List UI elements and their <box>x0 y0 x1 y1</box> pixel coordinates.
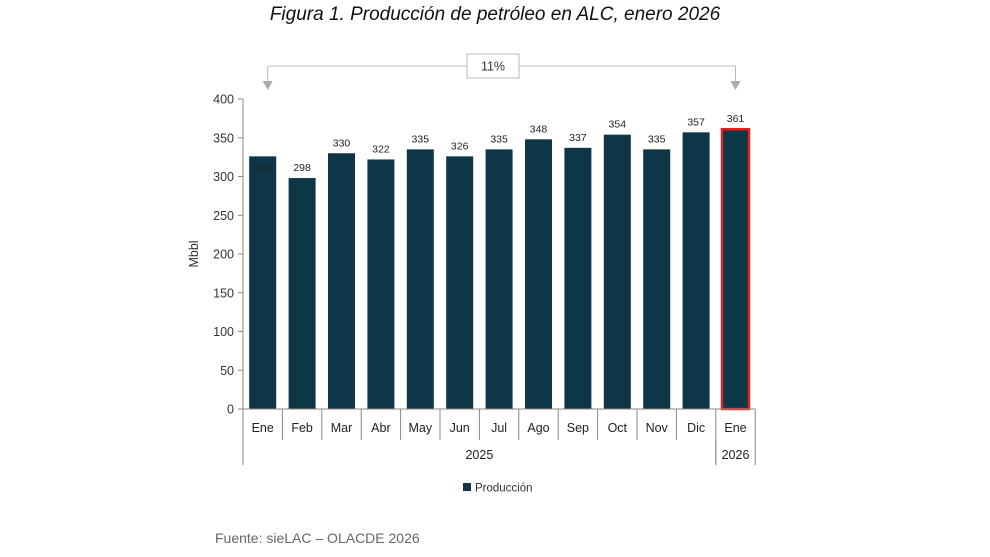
bar <box>603 134 631 409</box>
chart-title: Figura 1. Producción de petróleo en ALC,… <box>269 4 721 25</box>
y-tick-label: 150 <box>213 286 234 300</box>
y-tick-label: 200 <box>213 248 234 262</box>
x-tick-label: Jul <box>491 421 507 435</box>
data-label: 337 <box>569 132 587 144</box>
data-label: 298 <box>293 162 311 174</box>
bar <box>446 156 474 409</box>
bar <box>564 147 592 409</box>
bar <box>288 178 316 409</box>
y-tick-label: 100 <box>213 325 234 339</box>
data-label: 348 <box>530 123 548 135</box>
data-label: 361 <box>727 113 745 125</box>
x-tick-label: Feb <box>291 421 313 435</box>
y-tick-label: 350 <box>213 131 234 145</box>
bar <box>328 153 355 409</box>
bar <box>485 149 513 409</box>
data-label: 335 <box>648 133 666 145</box>
x-tick-label: Ago <box>527 421 549 435</box>
bar <box>643 149 671 409</box>
y-tick-label: 400 <box>213 93 234 107</box>
bar <box>367 159 395 409</box>
legend-label: Producción <box>475 483 533 495</box>
data-label: 354 <box>609 119 627 131</box>
y-tick-label: 250 <box>213 209 234 223</box>
annotation-arrow-right <box>730 81 741 90</box>
y-tick-label: 50 <box>220 364 234 378</box>
annotation-arrow-left <box>262 81 273 90</box>
x-tick-label: Nov <box>646 421 669 435</box>
bar <box>682 132 710 409</box>
x-tick-label: Jun <box>450 421 470 435</box>
annotation-text: 11% <box>481 60 505 74</box>
year-group-label: 2025 <box>465 448 493 462</box>
x-tick-label: Abr <box>371 421 390 435</box>
x-tick-label: Ene <box>724 421 746 435</box>
x-tick-label: Oct <box>608 421 628 435</box>
data-label: 335 <box>490 133 508 145</box>
data-label: 357 <box>687 116 705 128</box>
x-tick-label: Mar <box>331 421 353 435</box>
source-note: Fuente: sieLAC – OLACDE 2026 <box>215 530 420 546</box>
bar <box>720 127 751 411</box>
data-label: 335 <box>412 133 430 145</box>
bar <box>406 149 434 409</box>
legend-swatch <box>463 483 471 491</box>
y-tick-label: 300 <box>213 170 234 184</box>
data-label: 326 <box>451 140 469 152</box>
y-tick-label: 0 <box>227 403 234 417</box>
bar <box>249 156 277 409</box>
y-axis-title: Mbbl <box>187 240 201 267</box>
year-group-label: 2026 <box>722 448 750 462</box>
data-label: 322 <box>372 143 390 155</box>
x-tick-label: Dic <box>687 421 705 435</box>
bar <box>525 139 552 410</box>
data-label: 326 <box>254 162 272 174</box>
x-tick-label: Sep <box>567 421 589 435</box>
x-tick-label: May <box>408 421 432 435</box>
data-label: 330 <box>333 137 351 149</box>
annotation-box <box>466 53 520 79</box>
x-tick-label: Ene <box>252 421 274 435</box>
